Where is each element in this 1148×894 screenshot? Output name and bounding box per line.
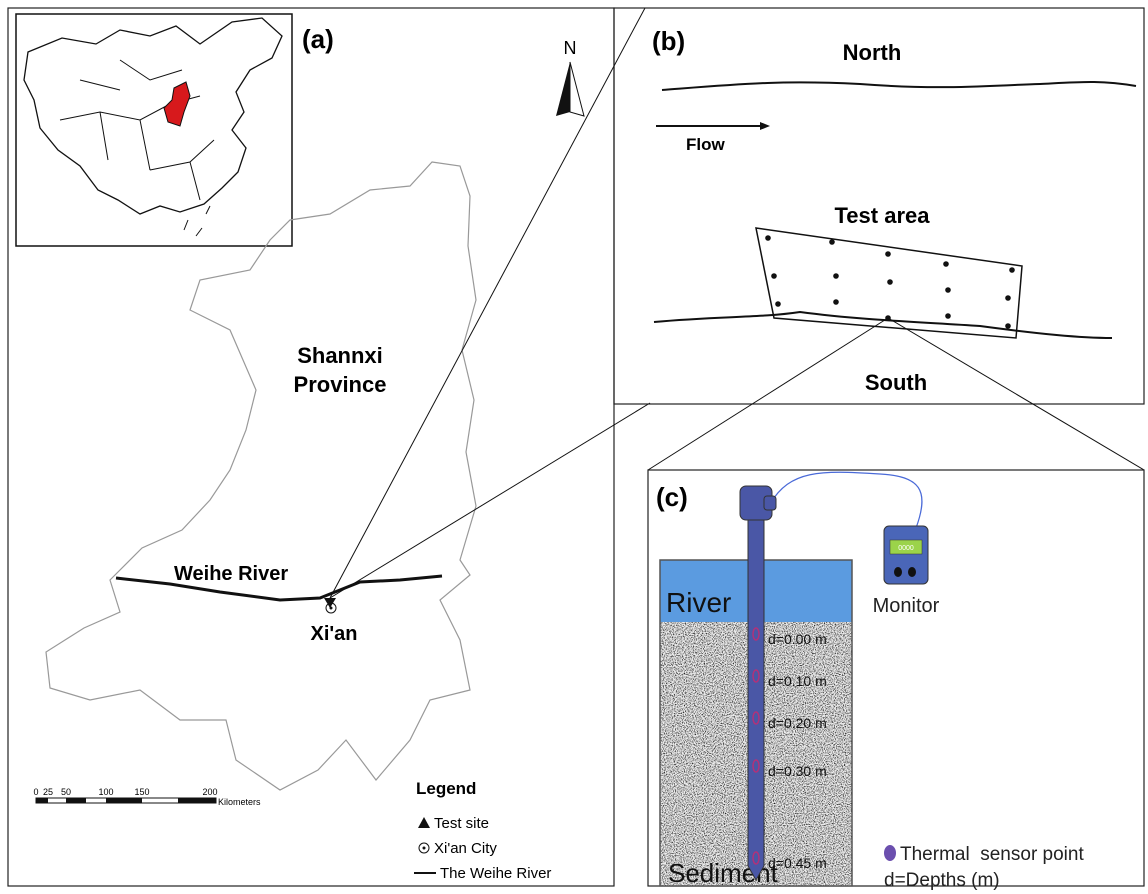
sensor-dot — [945, 287, 951, 293]
sensor-dot — [833, 299, 839, 305]
scale-tick: 25 — [43, 787, 53, 797]
sensor-dot — [833, 273, 839, 279]
panel-label: (a) — [302, 24, 334, 54]
scale-tick: 50 — [61, 787, 71, 797]
monitor — [884, 526, 928, 584]
north-arrow — [556, 62, 570, 116]
scale-tick: 100 — [98, 787, 113, 797]
panel-label: (b) — [652, 26, 685, 56]
scale-unit: Kilometers — [218, 797, 261, 807]
legend-item: Xi'an City — [434, 840, 497, 857]
depth-label: d=0.10 m — [768, 673, 827, 689]
probe-rod — [748, 520, 764, 880]
city-marker — [330, 607, 333, 610]
panel-a: (a) N Shannxi Province Weihe River Xi'an… — [8, 8, 650, 886]
province-label: Shannxi — [297, 343, 383, 368]
city-label: Xi'an — [311, 623, 358, 645]
scale-segment — [178, 798, 216, 803]
sensor-dot — [943, 261, 949, 267]
scale-segment — [36, 798, 48, 803]
depth-label: d=0.30 m — [768, 763, 827, 779]
sensor-dot — [771, 273, 777, 279]
depth-legend: d=Depths (m) — [884, 870, 1000, 891]
south-bank — [654, 312, 1112, 338]
depth-label: d=0.20 m — [768, 715, 827, 731]
scale-bar: 0 25 50 100 150 200 Kilometers — [33, 787, 261, 807]
sensor-dot — [829, 239, 835, 245]
depth-label: d=0.45 m — [768, 855, 827, 871]
shaanxi-outline — [46, 162, 476, 790]
monitor-display: 0000 — [898, 545, 914, 552]
sensor-legend: Thermal sensor point — [900, 844, 1084, 865]
river-label: River — [666, 587, 731, 618]
sensor-grid — [765, 235, 1015, 329]
zoom-line — [330, 8, 645, 598]
river-label: Weihe River — [174, 563, 288, 585]
monitor-button — [894, 567, 902, 577]
monitor-button — [908, 567, 916, 577]
sensor-dot — [1005, 323, 1011, 329]
scale-segment — [66, 798, 86, 803]
legend-title: Legend — [416, 779, 476, 798]
north-label: North — [843, 40, 902, 65]
legend-symbol — [418, 817, 430, 828]
zoom-line — [330, 403, 650, 598]
province-label: Province — [294, 372, 387, 397]
legend-item: The Weihe River — [440, 865, 551, 882]
legend-item: Test site — [434, 815, 489, 832]
north-bank — [662, 82, 1136, 90]
depth-label: d=0.00 m — [768, 631, 827, 647]
sensor-dot — [1005, 295, 1011, 301]
scale-tick: 0 — [33, 787, 38, 797]
sensor-dot — [775, 301, 781, 307]
zoom-line — [648, 318, 888, 470]
monitor-label: Monitor — [873, 595, 940, 617]
sensor-dot — [885, 251, 891, 257]
sensor-dot — [887, 279, 893, 285]
cable — [770, 472, 922, 528]
north-label: N — [564, 38, 577, 58]
figure: (a) N Shannxi Province Weihe River Xi'an… — [0, 0, 1148, 894]
scale-segment — [106, 798, 142, 803]
panel-label: (c) — [656, 482, 688, 512]
flow-arrow — [760, 122, 770, 130]
probe-connector — [764, 496, 776, 510]
scale-tick: 150 — [134, 787, 149, 797]
scale-tick: 200 — [202, 787, 217, 797]
flow-label: Flow — [686, 135, 725, 154]
panel-b: (b) North Flow Test area South — [614, 8, 1144, 470]
test-area-label: Test area — [835, 203, 931, 228]
north-arrow — [570, 62, 584, 116]
south-label: South — [865, 370, 927, 395]
sensor-legend-symbol — [884, 845, 896, 861]
panel-c: (c) River Sediment d=0.00 m d=0.10 m d=0… — [648, 470, 1144, 891]
sensor-dot — [765, 235, 771, 241]
sensor-dot — [945, 313, 951, 319]
legend-symbol — [423, 847, 426, 850]
sensor-dot — [1009, 267, 1015, 273]
